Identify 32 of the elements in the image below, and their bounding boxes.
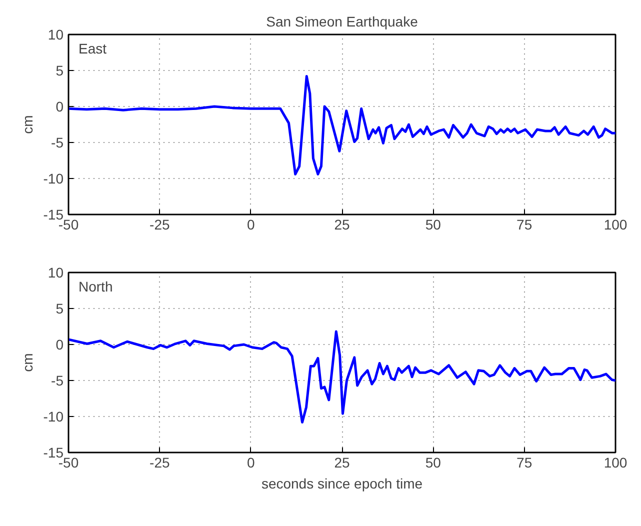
- chart-title: San Simeon Earthquake: [266, 14, 418, 30]
- x-tick-label: 50: [425, 454, 442, 470]
- y-tick-label: -10: [43, 408, 64, 424]
- x-tick-label: 0: [246, 216, 255, 232]
- annotation: East: [78, 40, 107, 56]
- x-tick-label: 50: [425, 216, 442, 232]
- y-tick-label: 0: [56, 336, 64, 352]
- x-tick-label: 75: [516, 454, 532, 470]
- x-tick-label: -25: [150, 454, 170, 470]
- y-tick-label: -15: [43, 206, 64, 222]
- x-tick-label: 100: [604, 216, 628, 232]
- line-series: [68, 75, 616, 176]
- x-tick-label: -25: [150, 216, 170, 232]
- y-tick-label: -15: [43, 444, 64, 460]
- y-tick-label: 10: [48, 26, 64, 42]
- y-axis-title: cm: [19, 353, 36, 372]
- x-tick-label: 25: [334, 454, 350, 470]
- x-tick-label: 0: [246, 454, 255, 470]
- y-tick-label: -5: [51, 134, 64, 150]
- x-tick-label: 75: [516, 216, 532, 232]
- y-axis-title: cm: [19, 115, 36, 134]
- y-tick-label: 10: [48, 264, 64, 280]
- y-tick-label: -10: [43, 170, 64, 186]
- line-series: [68, 330, 616, 424]
- y-tick-label: 0: [56, 98, 64, 114]
- x-tick-label: 25: [334, 216, 350, 232]
- y-tick-label: 5: [56, 62, 64, 78]
- x-tick-label: 100: [604, 454, 628, 470]
- y-tick-label: 5: [56, 300, 64, 316]
- annotation: North: [78, 278, 113, 294]
- y-tick-label: -5: [51, 372, 64, 388]
- x-axis-title: seconds since epoch time: [261, 476, 423, 492]
